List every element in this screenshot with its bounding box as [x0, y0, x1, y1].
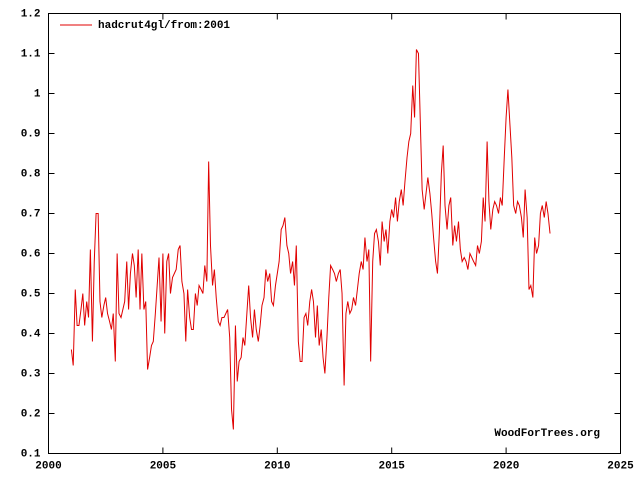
legend-label: hadcrut4gl/from:2001 — [98, 20, 230, 32]
y-tick-label: 0.9 — [21, 128, 41, 140]
y-tick-label: 0.2 — [21, 408, 41, 420]
x-tick-label: 2005 — [150, 460, 177, 472]
y-tick-label: 0.6 — [21, 248, 41, 260]
data-line — [70, 49, 551, 430]
plot-frame — [48, 13, 621, 454]
y-tick-label: 0.4 — [21, 328, 41, 340]
x-tick-label: 2010 — [264, 460, 290, 472]
x-tick-label: 2020 — [493, 460, 519, 472]
y-tick-label: 1.2 — [21, 8, 41, 20]
y-tick-label: 1.1 — [21, 48, 41, 60]
y-tick-label: 0.8 — [21, 168, 41, 180]
x-tick-label: 2000 — [35, 460, 61, 472]
y-tick-label: 0.3 — [21, 368, 41, 380]
y-tick-label: 0.7 — [21, 208, 41, 220]
x-tick-label: 2015 — [378, 460, 405, 472]
annotation: WoodForTrees.org — [494, 428, 600, 440]
y-tick-label: 0.1 — [21, 448, 41, 460]
x-tick-label: 2025 — [607, 460, 634, 472]
y-tick-label: 0.5 — [21, 288, 41, 300]
y-tick-label: 1 — [34, 88, 41, 100]
